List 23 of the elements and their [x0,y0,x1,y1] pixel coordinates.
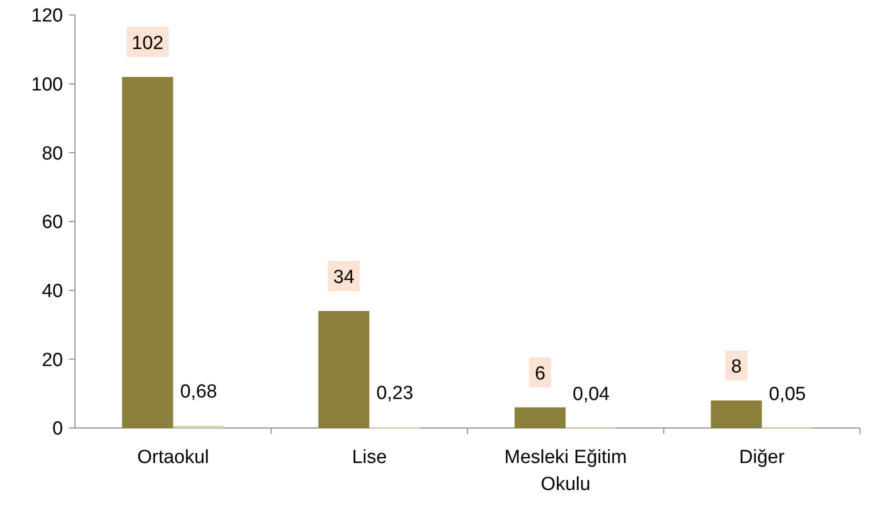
y-tick-label: 120 [31,6,63,27]
y-tick-label: 0 [52,418,63,440]
y-tick-label: 60 [42,212,63,234]
data-label: 0,05 [768,384,806,405]
y-tick-label: 100 [31,74,63,96]
bar [318,310,370,428]
x-tick-label: Mesleki Eğitim Okulu [504,447,627,495]
data-label: 8 [731,356,742,378]
data-label: 102 [132,32,164,54]
x-tick-label: Ortaokul [137,447,210,468]
data-label: 6 [534,363,546,384]
data-label: 34 [333,266,355,288]
y-tick-label: 40 [42,280,63,302]
bar [514,407,566,428]
x-tick-label: Diğer [739,447,786,468]
y-tick-label: 80 [42,143,63,164]
data-label: 0,23 [376,383,414,404]
data-label: 0,04 [572,384,610,405]
y-tick-label: 20 [42,350,63,371]
bar [122,76,174,428]
bar [710,400,762,428]
x-tick-label: Lise [352,447,387,468]
data-label: 0,68 [180,382,218,403]
